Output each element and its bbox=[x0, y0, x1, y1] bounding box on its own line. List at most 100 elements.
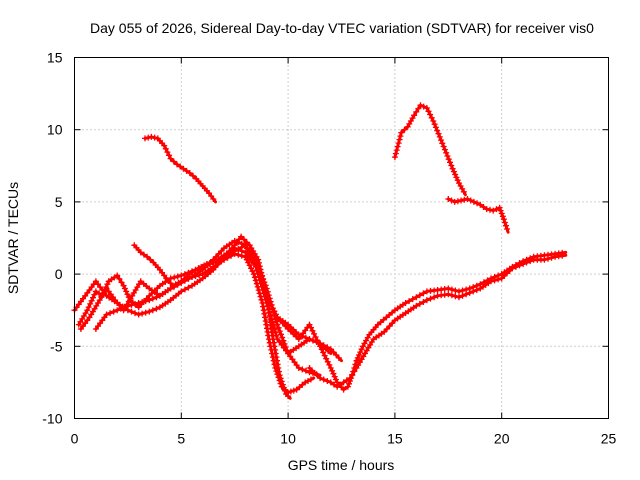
data-point bbox=[174, 161, 180, 168]
data-point bbox=[324, 358, 331, 365]
data-point bbox=[151, 134, 158, 141]
data-point bbox=[324, 344, 331, 351]
data-point bbox=[509, 265, 516, 272]
data-point bbox=[110, 308, 117, 315]
data-point bbox=[427, 111, 434, 118]
data-point bbox=[320, 349, 327, 356]
data-point bbox=[209, 259, 216, 266]
data-point bbox=[186, 170, 193, 176]
data-point bbox=[264, 303, 271, 310]
data-point bbox=[253, 263, 260, 270]
data-point bbox=[104, 281, 111, 288]
data-point bbox=[142, 298, 149, 305]
data-point bbox=[162, 145, 169, 152]
data-point bbox=[327, 346, 334, 353]
data-point bbox=[406, 298, 413, 305]
data-point bbox=[145, 134, 152, 141]
data-point bbox=[450, 168, 457, 175]
data-point bbox=[334, 383, 341, 390]
data-point bbox=[149, 307, 156, 314]
data-point bbox=[307, 376, 314, 383]
data-point bbox=[282, 323, 289, 330]
data-point bbox=[124, 302, 131, 309]
data-point bbox=[153, 294, 160, 301]
data-point bbox=[243, 245, 250, 252]
data-point bbox=[121, 304, 128, 311]
data-point bbox=[335, 354, 342, 361]
data-point bbox=[340, 386, 347, 393]
data-point bbox=[171, 274, 178, 281]
data-point bbox=[443, 149, 450, 156]
data-point bbox=[456, 288, 462, 295]
series-s8 bbox=[142, 133, 217, 204]
data-point bbox=[273, 368, 280, 375]
data-point bbox=[147, 256, 154, 263]
y-tick-label: 0 bbox=[55, 266, 63, 282]
data-point bbox=[302, 334, 309, 341]
data-point bbox=[266, 298, 273, 305]
data-point bbox=[84, 307, 91, 314]
data-point bbox=[315, 340, 322, 347]
data-point bbox=[116, 275, 123, 282]
y-tick-label: 15 bbox=[47, 50, 63, 66]
data-point bbox=[274, 314, 281, 321]
data-point bbox=[477, 201, 484, 208]
data-point bbox=[235, 251, 242, 258]
data-point bbox=[276, 328, 283, 335]
data-point bbox=[331, 373, 338, 380]
data-point bbox=[263, 292, 270, 299]
data-point bbox=[132, 300, 138, 307]
data-point bbox=[496, 204, 503, 211]
data-point bbox=[411, 112, 418, 119]
data-point bbox=[452, 293, 459, 300]
data-point bbox=[559, 252, 566, 259]
data-point bbox=[501, 219, 508, 226]
data-point bbox=[347, 375, 353, 382]
data-point bbox=[349, 371, 356, 378]
data-point bbox=[271, 326, 278, 333]
data-point bbox=[215, 250, 222, 257]
data-point bbox=[503, 222, 509, 229]
data-point bbox=[180, 165, 187, 172]
data-point bbox=[235, 239, 242, 246]
data-point bbox=[527, 258, 534, 265]
data-point bbox=[272, 329, 279, 336]
data-point bbox=[358, 346, 365, 353]
data-point bbox=[148, 133, 155, 140]
data-point bbox=[480, 204, 487, 210]
data-point bbox=[170, 158, 177, 165]
data-point bbox=[402, 300, 409, 306]
data-point bbox=[265, 332, 272, 339]
data-point bbox=[278, 331, 284, 338]
data-point bbox=[504, 226, 510, 232]
data-point bbox=[260, 283, 267, 290]
data-point bbox=[463, 291, 470, 298]
data-point bbox=[495, 276, 502, 283]
data-point bbox=[306, 321, 313, 328]
data-point bbox=[161, 142, 168, 149]
data-point bbox=[306, 336, 313, 343]
data-point bbox=[448, 197, 455, 204]
data-point bbox=[290, 387, 297, 394]
data-point bbox=[285, 389, 292, 396]
y-axis-label: SDTVAR / TECUs bbox=[5, 182, 21, 294]
data-point bbox=[242, 242, 249, 249]
data-point bbox=[512, 263, 519, 270]
data-point bbox=[327, 379, 334, 386]
data-point bbox=[428, 114, 435, 121]
data-point bbox=[416, 292, 423, 299]
data-point bbox=[178, 288, 185, 295]
data-point bbox=[394, 143, 401, 150]
data-point bbox=[541, 256, 548, 263]
data-point bbox=[196, 272, 203, 279]
data-point bbox=[389, 320, 396, 327]
data-point bbox=[273, 318, 280, 325]
data-point bbox=[415, 105, 422, 112]
data-point bbox=[123, 288, 130, 295]
data-point bbox=[128, 308, 135, 315]
data-point bbox=[500, 216, 507, 223]
data-point bbox=[144, 253, 151, 260]
data-point bbox=[434, 127, 441, 134]
data-point bbox=[427, 295, 434, 302]
